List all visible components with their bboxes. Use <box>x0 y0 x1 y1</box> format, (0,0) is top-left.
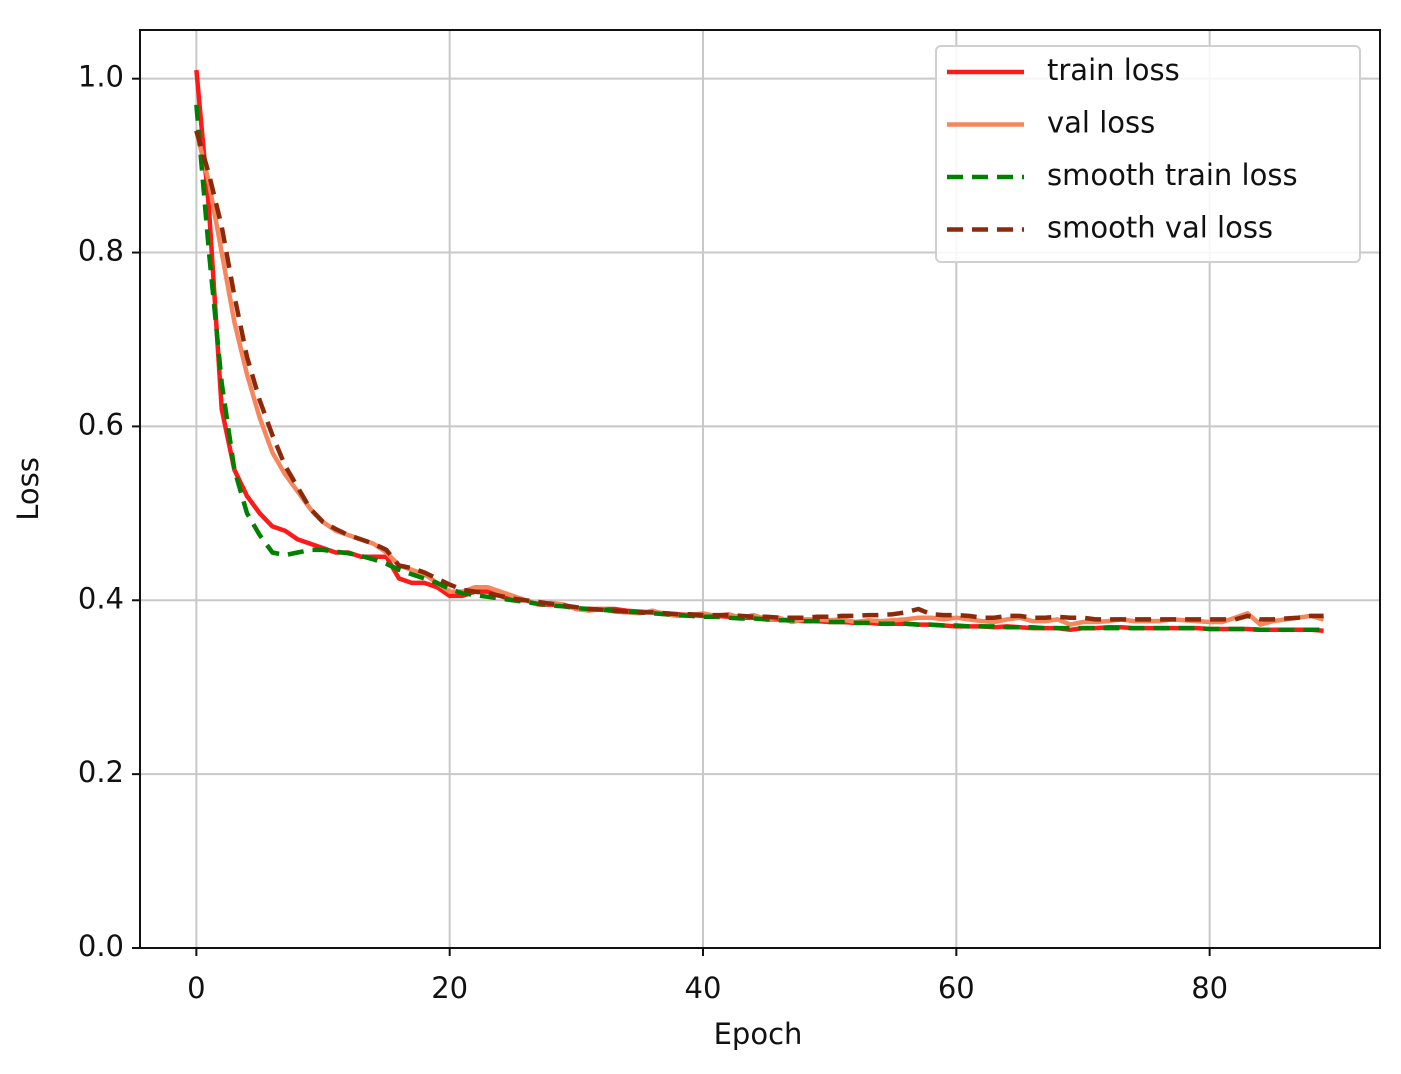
y-tick-label: 0.2 <box>78 755 124 789</box>
plot-frame <box>139 29 1381 949</box>
legend-label: smooth train loss <box>1047 158 1298 192</box>
legend-box <box>935 45 1361 263</box>
lines <box>194 69 1325 633</box>
x-tick-label: 60 <box>938 971 975 1005</box>
legend-label: train loss <box>1047 53 1180 87</box>
legend-label: val loss <box>1047 106 1155 140</box>
legend-label: smooth val loss <box>1047 211 1273 245</box>
x-tick-label: 0 <box>187 971 205 1005</box>
legend: train loss val loss smooth train loss smoot… <box>935 45 1361 263</box>
x-axis-label: Epoch <box>714 1017 803 1051</box>
series-line <box>194 130 1324 622</box>
series-line <box>194 104 1324 633</box>
y-tick-label: 0.6 <box>78 407 124 441</box>
y-tick-label: 0.0 <box>78 929 124 963</box>
y-tick-label: 0.4 <box>78 581 124 615</box>
y-tick-label: 1.0 <box>78 60 124 94</box>
x-tick-label: 80 <box>1191 971 1228 1005</box>
x-tick-label: 20 <box>431 971 468 1005</box>
x-tick-label: 40 <box>685 971 722 1005</box>
y-tick-label: 0.8 <box>78 234 124 268</box>
y-axis-label: Loss <box>11 457 45 521</box>
